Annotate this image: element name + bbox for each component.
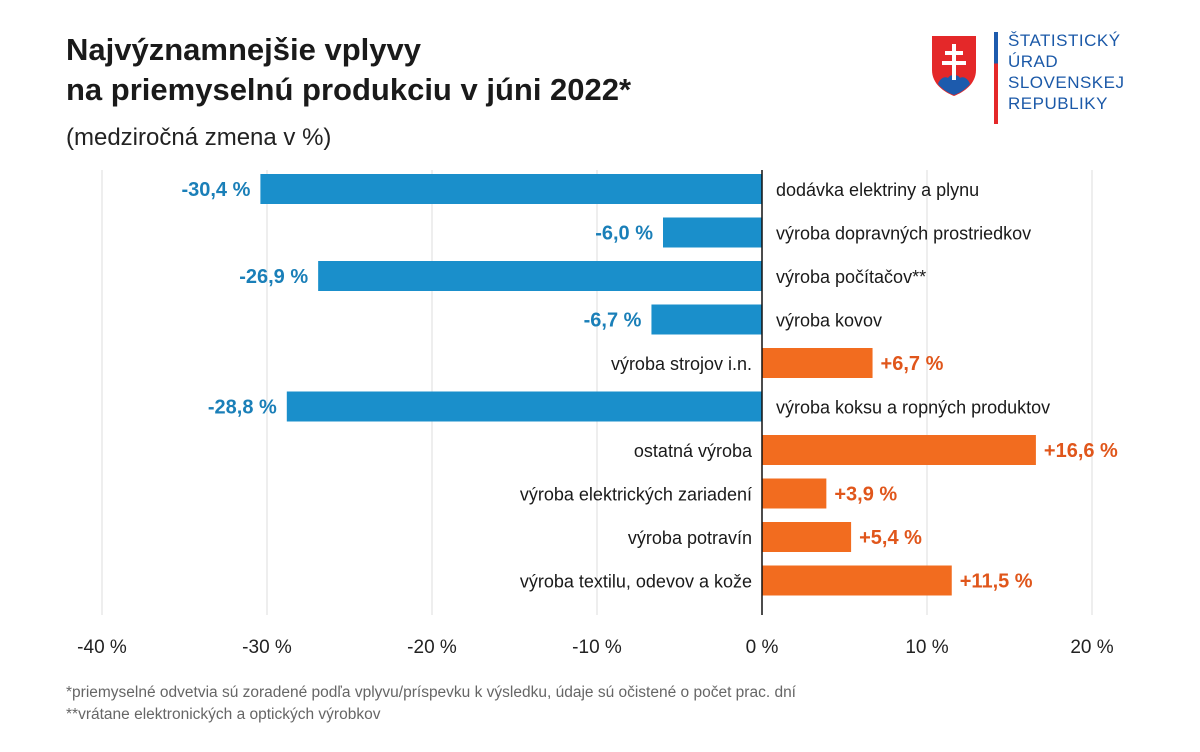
bar [663, 217, 762, 248]
x-tick-label: -30 % [242, 637, 292, 658]
value-label: +11,5 % [960, 571, 1033, 593]
bar [318, 261, 762, 291]
value-label: -26,9 % [239, 266, 308, 288]
labels: -30,4 % dodávka elektriny a plynu -6,0 % vý… [181, 179, 1118, 593]
category-label: výroba strojov i.n. [611, 354, 752, 374]
value-label: +5,4 % [859, 527, 922, 549]
x-tick-label: 10 % [905, 637, 948, 658]
category-label: výroba počítačov** [776, 267, 926, 287]
statistical-office-logo: ŠTATISTICKÝ ÚRAD SLOVENSKEJ REPUBLIKY [930, 30, 1160, 130]
bar [651, 304, 762, 335]
category-label: výroba kovov [776, 311, 882, 331]
value-label: +16,6 % [1044, 440, 1118, 462]
slovak-coat-of-arms-icon [932, 36, 976, 96]
chart-subtitle: (medziročná zmena v %) [66, 124, 332, 151]
category-label: výroba elektrických zariadení [520, 485, 752, 505]
grid-lines [101, 170, 1093, 615]
value-label: +3,9 % [834, 484, 897, 506]
bar [762, 522, 852, 552]
bar [762, 478, 827, 509]
category-label: ostatná výroba [634, 441, 753, 461]
bar [762, 348, 873, 378]
x-tick-label: 0 % [746, 637, 779, 658]
category-label: výroba dopravných prostriedkov [776, 224, 1031, 244]
category-label: výroba koksu a ropných produktov [776, 398, 1050, 418]
bar-chart: -30,4 % dodávka elektriny a plynu -6,0 % vý… [77, 170, 1118, 658]
value-label: +6,7 % [881, 353, 944, 375]
chart-title-line2: na priemyselnú produkciu v júni 2022* [66, 72, 632, 107]
chart-title-line1: Najvýznamnejšie vplyvy [66, 32, 421, 67]
x-tick-label: -40 % [77, 637, 127, 658]
category-label: výroba textilu, odevov a kože [520, 572, 752, 592]
bars [260, 170, 1036, 615]
chart-title: Najvýznamnejšie vplyvy na priemyselnú pr… [66, 30, 631, 110]
x-tick-label: 20 % [1070, 637, 1113, 658]
footnote-1: *priemyselné odvetvia sú zoradené podľa … [66, 684, 796, 701]
x-tick-label: -10 % [572, 637, 622, 658]
bar [762, 565, 952, 596]
bar [762, 435, 1036, 465]
organization-name: ŠTATISTICKÝ ÚRAD SLOVENSKEJ REPUBLIKY [1008, 31, 1125, 113]
logo-divider [994, 32, 998, 124]
value-label: -6,7 % [584, 310, 642, 332]
x-tick-label: -20 % [407, 637, 457, 658]
value-label: -6,0 % [595, 223, 653, 245]
footnote-2: **vrátane elektronických a optických výr… [66, 706, 381, 723]
footnotes: *priemyselné odvetvia sú zoradené podľa … [66, 682, 796, 726]
value-label: -30,4 % [181, 179, 250, 201]
value-label: -28,8 % [208, 397, 277, 419]
bar [286, 391, 762, 422]
category-label: dodávka elektriny a plynu [776, 180, 979, 200]
category-label: výroba potravín [628, 528, 752, 548]
x-axis-ticks: -40 % -30 % -20 % -10 % 0 % 10 % 20 % [77, 637, 1114, 658]
bar [260, 174, 762, 204]
